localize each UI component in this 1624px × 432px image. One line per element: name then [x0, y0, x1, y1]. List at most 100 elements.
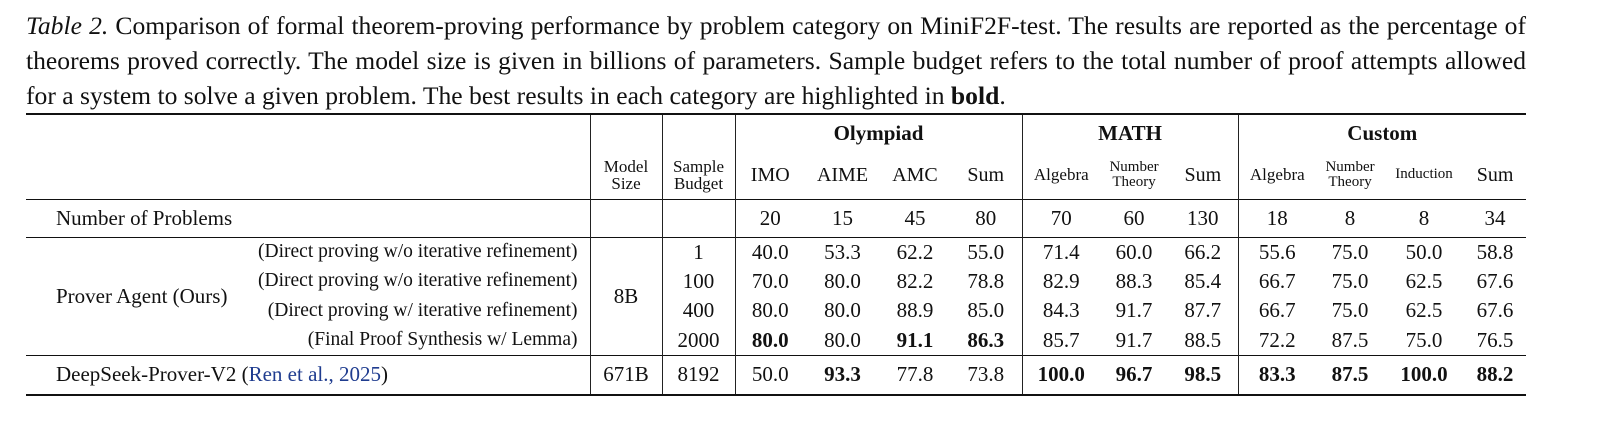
setting: (Direct proving w/o iterative refinement… — [245, 236, 590, 267]
caption-text: Comparison of formal theorem-proving per… — [26, 11, 1527, 110]
cell: 66.2 — [1168, 236, 1239, 267]
row-label: DeepSeek-Prover-V2 (Ren et al., 2025) — [26, 354, 590, 396]
empty-cell — [26, 113, 590, 151]
cell: 8 — [1316, 198, 1385, 237]
cell: 8192 — [661, 354, 735, 396]
cell: 58.8 — [1464, 236, 1527, 267]
cell: 62.5 — [1405, 298, 1443, 323]
cell — [589, 198, 662, 237]
cell: 88.5 — [1184, 327, 1222, 352]
empty-cell — [661, 113, 735, 151]
cell: 400 — [661, 296, 735, 326]
cell: 50.0 — [734, 354, 805, 396]
cell: 75.0 — [1405, 327, 1443, 352]
cell: 130 — [1168, 198, 1239, 237]
table-row: Prover Agent (Ours) (Direct proving w/o i… — [26, 236, 1527, 355]
cell: 86.3 — [967, 327, 1005, 352]
paren: ) — [380, 362, 388, 387]
cell: 80.0 — [734, 296, 805, 326]
cell: 40.0 — [734, 236, 805, 267]
column-header: Algebra — [1237, 151, 1317, 199]
cell: 1 — [661, 236, 735, 267]
cell: 62.5 — [1405, 268, 1443, 293]
cell: 8 — [1384, 198, 1465, 237]
cell: 88.9 — [896, 298, 934, 323]
caption-end: . — [999, 81, 1006, 110]
method-name: DeepSeek-Prover-V2 ( — [56, 362, 249, 387]
cell: 50.0 — [1384, 236, 1465, 267]
cell: 66.7 — [1237, 296, 1317, 326]
cell: 73.8 — [950, 354, 1023, 396]
column-header: Number Theory — [1109, 158, 1159, 190]
cell: 96.7 — [1100, 354, 1169, 396]
table-row: DeepSeek-Prover-V2 (Ren et al., 2025) 671… — [26, 354, 1527, 396]
cell: 66.7 — [1237, 266, 1317, 296]
cell: 84.3 — [1021, 296, 1101, 326]
cell: 91.7 — [1115, 298, 1153, 323]
cell: 67.6 — [1476, 268, 1514, 293]
empty-cell — [589, 113, 662, 151]
caption-emphasis: bold — [950, 81, 1000, 110]
table-row: (Direct proving w/o iterative refinement… — [26, 266, 1526, 296]
cell: 85.4 — [1184, 268, 1222, 293]
cell: 87.7 — [1184, 298, 1222, 323]
cell: 72.2 — [1237, 325, 1317, 355]
column-header: Sum — [1184, 163, 1222, 186]
cell: 67.6 — [1476, 298, 1514, 323]
cell: 80.0 — [824, 268, 861, 293]
setting: (Direct proving w/ iterative refinement) — [267, 299, 578, 321]
cell: 91.1 — [896, 327, 934, 352]
cell: 71.4 — [1021, 236, 1101, 267]
cell: 88.3 — [1115, 268, 1153, 293]
table-row: (Direct proving w/ iterative refinement)… — [26, 296, 1526, 326]
cell: 70.0 — [734, 266, 805, 296]
cell: 100 — [661, 266, 735, 296]
caption-label: Table 2. — [26, 11, 109, 40]
cell: 80.0 — [734, 325, 805, 355]
column-header: Algebra — [1021, 151, 1101, 199]
column-header: Induction — [1395, 166, 1453, 183]
citation: Ren et al., 2025 — [248, 362, 381, 387]
cell: 53.3 — [805, 236, 880, 267]
cell: 75.0 — [1331, 268, 1369, 293]
column-header: Sum — [1476, 163, 1514, 186]
cell: 85.7 — [1021, 325, 1101, 355]
group-header: MATH — [1021, 113, 1239, 151]
column-header: AMC — [892, 163, 938, 186]
setting: (Direct proving w/o iterative refinement… — [258, 270, 578, 292]
caption: Table 2. Comparison of formal theorem-pr… — [26, 8, 1526, 113]
cell: 82.9 — [1021, 266, 1101, 296]
cell: 76.5 — [1476, 327, 1514, 352]
cell: 88.2 — [1464, 354, 1527, 396]
cell: 18 — [1237, 198, 1317, 237]
cell: 91.7 — [1115, 327, 1153, 352]
results-table: Olympiad MATH Custom Model Size Sample Budge… — [26, 113, 1527, 396]
model-size: 8B — [589, 236, 662, 355]
setting: (Final Proof Synthesis w/ Lemma) — [307, 329, 578, 350]
cell: 60.0 — [1100, 236, 1169, 267]
cell: 62.2 — [880, 236, 950, 267]
group-header: Custom — [1237, 113, 1527, 151]
column-header: AIME — [816, 163, 869, 186]
group-header: Olympiad — [734, 113, 1023, 151]
cell: 20 — [734, 198, 805, 237]
cell: 100.0 — [1021, 354, 1101, 396]
column-header: Model Size — [589, 151, 662, 199]
column-header: IMO — [734, 151, 805, 199]
column-header: Sum — [967, 163, 1005, 186]
model-size: 671B — [589, 354, 662, 396]
cell: 34 — [1464, 198, 1527, 237]
cell — [661, 198, 735, 237]
column-header: Sample Budget — [661, 151, 735, 199]
cell: 45 — [880, 198, 950, 237]
cell: 87.5 — [1316, 354, 1385, 396]
cell: 2000 — [661, 325, 735, 355]
cell: 80.0 — [824, 327, 861, 352]
cell: 75.0 — [1331, 298, 1369, 323]
column-header: Number Theory — [1325, 158, 1375, 190]
cell: 70 — [1021, 198, 1101, 237]
cell: 55.0 — [950, 236, 1023, 267]
cell: 85.0 — [967, 298, 1005, 323]
cell: 75.0 — [1316, 236, 1385, 267]
